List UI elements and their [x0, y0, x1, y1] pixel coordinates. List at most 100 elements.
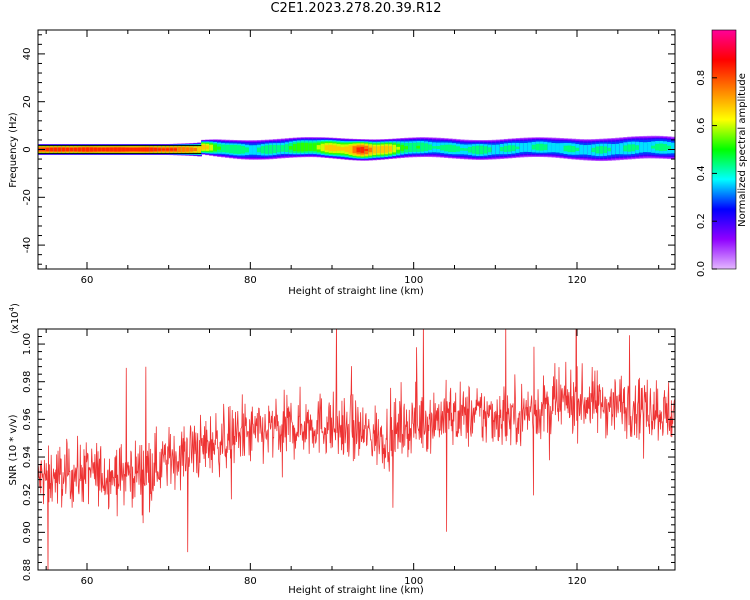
spectrogram-cell — [344, 146, 350, 152]
spectrogram-cell — [81, 147, 87, 152]
snr-multiplier-base: (x10 — [10, 311, 21, 334]
spectrogram-x-tick-label: 100 — [404, 275, 423, 286]
snr-frame — [37, 328, 676, 571]
snr-x-tick-label: 100 — [404, 576, 423, 587]
spectrogram-cell — [276, 145, 282, 153]
spectrogram-cell — [460, 147, 465, 151]
spectrogram-cell — [575, 147, 581, 152]
spectrogram-cell — [567, 145, 573, 153]
spectrogram-cell — [65, 147, 71, 152]
snr-y-tick-label: 0.90 — [22, 521, 33, 543]
spectrogram-cell — [643, 142, 648, 153]
spectrogram-cell — [547, 142, 553, 153]
spectrogram-cell — [105, 147, 111, 152]
spectrogram-cell — [659, 143, 664, 152]
spectrogram-cell — [495, 144, 501, 155]
spectrogram-cell — [487, 147, 493, 153]
spectrogram-cell — [272, 144, 278, 154]
spectrogram-cell — [603, 146, 608, 154]
spectrogram-cell — [129, 147, 135, 152]
spectrogram-cell — [189, 147, 194, 152]
spectrogram-cell — [372, 146, 378, 154]
spectrogram-cell — [316, 145, 322, 150]
spectrogram-cell — [109, 147, 115, 152]
spectrogram-cell — [444, 144, 449, 152]
spectrogram-cell — [352, 146, 358, 154]
spectrogram-cell — [45, 148, 51, 151]
spectrogram-panel: 60 80 100 120 -40 -20 0 20 40 Height of straight… — [8, 29, 748, 297]
spectrogram-y-tick-label: 0 — [22, 146, 33, 152]
spectrogram-cell — [479, 145, 485, 155]
snr-plot-area — [38, 329, 675, 570]
spectrogram-cell — [225, 144, 230, 153]
colorbar-tick-label: 0.4 — [696, 165, 707, 181]
colorbar-tick-label: 0.8 — [696, 70, 707, 86]
spectrogram-cell — [555, 143, 561, 153]
spectrogram-y-axis-label: Frequency (Hz) — [8, 112, 19, 188]
spectrogram-x-tick-label: 80 — [244, 275, 257, 286]
spectrogram-cell — [412, 142, 417, 152]
spectrogram-cell — [631, 144, 636, 152]
spectrogram-y-tick-label: -20 — [22, 189, 33, 205]
spectrogram-cell — [69, 147, 75, 152]
spectrogram-cell — [241, 145, 246, 154]
spectrogram-axes: 60 80 100 120 -40 -20 0 20 40 — [22, 30, 675, 286]
spectrogram-cell — [153, 147, 159, 152]
spectrogram-cell — [296, 143, 302, 152]
spectrogram-cell — [73, 147, 79, 152]
spectrogram-cell — [579, 144, 585, 155]
spectrogram-cell — [217, 146, 222, 150]
spectrogram-cell — [543, 144, 549, 151]
snr-axes: 60 80 100 120 0.88 0.90 0.92 0.94 0.96 0.98 1.00 — [22, 328, 675, 587]
spectrogram-cell — [463, 148, 469, 151]
spectrogram-cell — [499, 146, 505, 152]
spectrogram-cell — [563, 145, 569, 152]
spectrogram-cell — [519, 143, 525, 153]
spectrogram-cell — [300, 142, 306, 152]
snr-x-tick-label: 80 — [244, 576, 257, 587]
spectrogram-cell — [452, 145, 457, 153]
spectrogram-cell — [260, 146, 266, 154]
spectrogram-cell — [229, 144, 234, 154]
spectrogram-cell — [647, 141, 652, 153]
spectrogram-cell — [428, 144, 433, 150]
spectrogram-cell — [165, 148, 170, 151]
spectrogram-cell — [400, 144, 405, 152]
spectrogram-cell — [623, 145, 628, 152]
spectrogram-cell — [268, 144, 274, 154]
spectrogram-cell — [125, 147, 131, 152]
colorbar-axis: 0.0 0.2 0.4 0.6 0.8 — [696, 70, 717, 277]
spectrogram-cell — [667, 145, 672, 150]
snr-y-axis-label: SNR (10 * v/v) — [8, 414, 19, 485]
spectrogram-cell — [432, 146, 437, 149]
spectrogram-cell — [256, 147, 262, 153]
spectrogram-cell — [388, 146, 393, 152]
spectrogram-cell — [181, 147, 186, 152]
spectrogram-cell — [360, 147, 366, 153]
spectrogram-cell — [157, 148, 163, 151]
spectrogram-cell — [635, 145, 640, 150]
spectrogram-y-tick-label: 20 — [22, 95, 33, 108]
spectrogram-cell — [288, 145, 294, 150]
spectrogram-cell — [424, 143, 429, 151]
snr-panel: 60 80 100 120 0.88 0.90 0.92 0.94 0.96 0.98 1.00 H… — [8, 303, 676, 596]
spectrogram-cell — [356, 147, 362, 153]
snr-x-tick-label: 120 — [567, 576, 586, 587]
spectrogram-cell — [639, 142, 644, 153]
spectrogram-cell — [133, 147, 139, 152]
spectrogram-cell — [475, 145, 481, 155]
snr-multiplier-exp: 4 — [8, 306, 16, 311]
spectrogram-cell — [213, 144, 218, 152]
spectrogram-cell — [551, 143, 557, 153]
spectrogram-cell — [384, 145, 389, 153]
spectrogram-cell — [89, 147, 95, 152]
spectrogram-cell — [655, 143, 660, 151]
spectrogram-cell — [169, 148, 174, 151]
spectrogram-cell — [491, 144, 497, 155]
spectrogram-cell — [121, 147, 127, 152]
spectrogram-cell — [141, 147, 147, 152]
spectrogram-cell — [448, 144, 453, 153]
spectrogram-cell — [340, 147, 346, 151]
spectrogram-cell — [416, 145, 421, 149]
